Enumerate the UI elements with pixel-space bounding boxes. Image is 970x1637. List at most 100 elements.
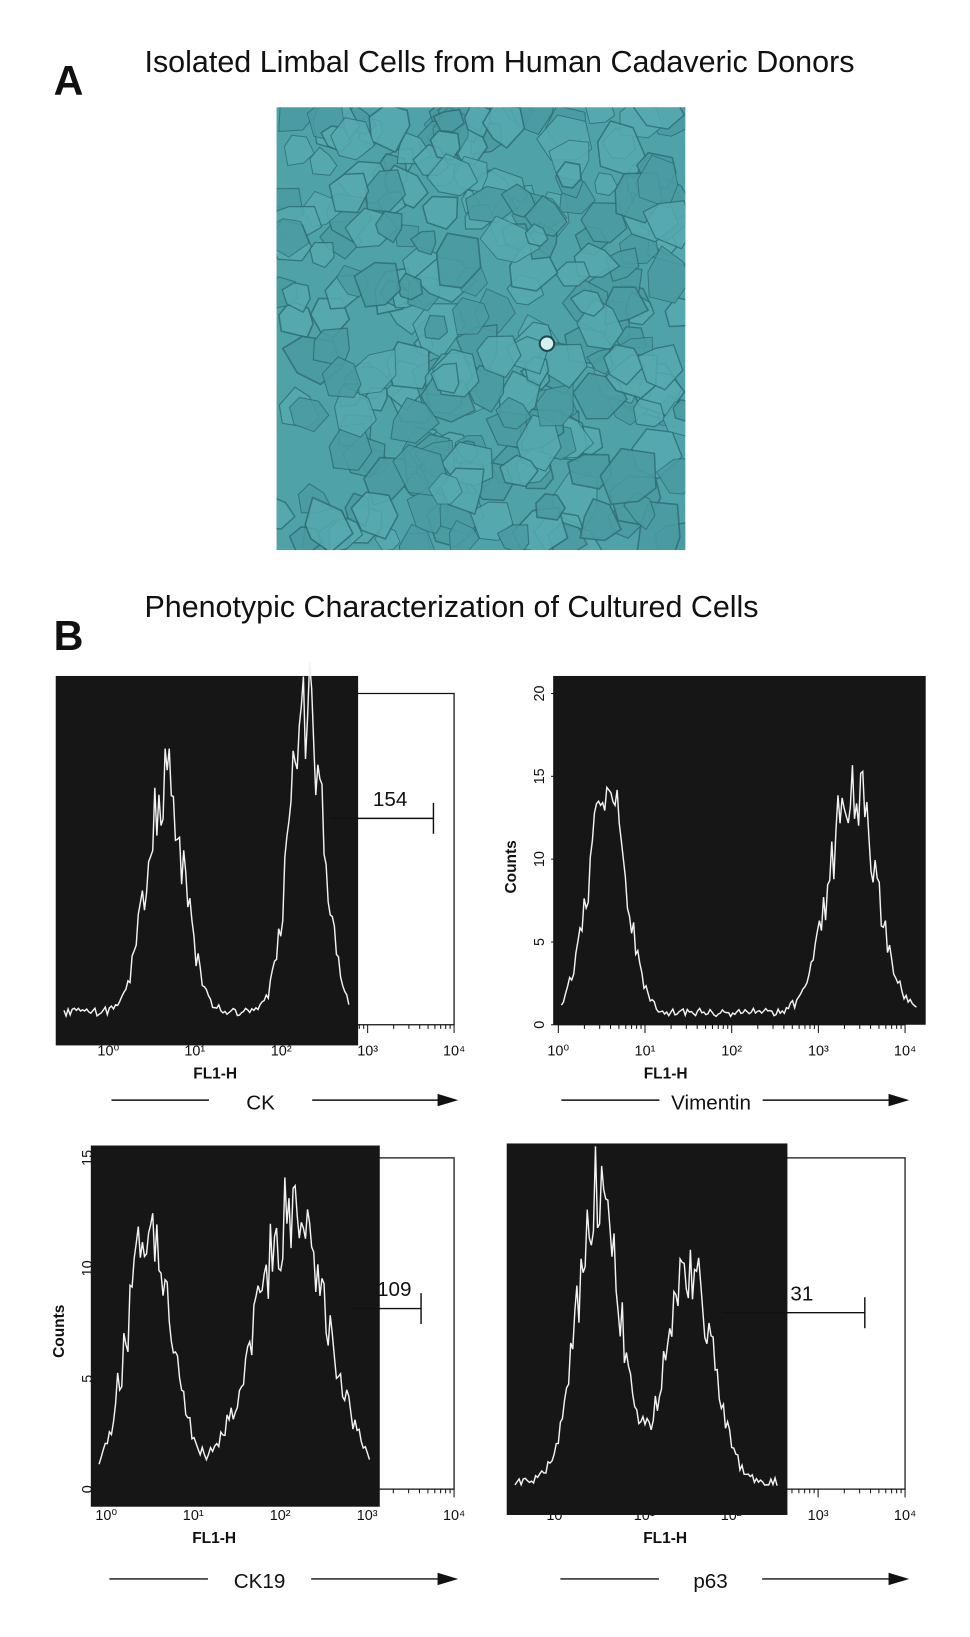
y-tick-label: 0 [80,1485,96,1493]
cell [637,344,684,391]
cell [569,289,605,317]
cell [368,107,411,154]
cell [350,491,399,540]
cell [672,399,686,422]
figure-body: A Isolated Limbal Cells from Human Cadav… [51,44,926,1593]
cell [555,161,582,189]
cell [334,384,377,438]
x-tick-label: 10⁴ [443,1508,465,1524]
cell [328,172,370,214]
cell [566,453,613,490]
histogram-image [90,1145,380,1507]
cell [304,496,354,551]
cell [664,296,686,328]
x-tick-label: 10⁴ [894,1508,916,1524]
cell [599,447,657,506]
cell-texture [276,107,686,551]
x-axis-label: FL1-H [193,1065,237,1082]
panel-title: Isolated Limbal Cells from Human Cadaver… [144,44,854,79]
cell [495,396,532,430]
y-tick-label: 0 [532,1021,548,1029]
cell [278,107,317,132]
cell [398,523,436,551]
marker-label: p63 [693,1570,727,1593]
histogram-image [506,1143,788,1515]
histogram-trace [98,1177,371,1465]
cell [330,117,376,161]
x-tick-label: 10³ [808,1044,829,1060]
x-axis-label: FL1-H [644,1065,688,1082]
cell [585,107,616,125]
marker-label: CK [246,1091,275,1114]
cell [428,472,463,505]
cell [309,242,335,269]
x-tick-label: 10⁴ [894,1044,916,1060]
cell [321,356,362,398]
cell [535,493,567,521]
panel-label: B [54,613,84,659]
y-tick-label: 10 [532,851,548,867]
cell [281,281,311,313]
x-tick-label: 10² [271,1044,292,1060]
histogram-panel: 10⁰ 10¹ 10² 10³ 10⁴ 0 5 10 15 20 FL1-H Counts Viment… [503,675,926,1114]
cell [538,335,556,352]
cell [594,172,619,196]
panel-label: A [54,58,84,104]
histogram-panel: 10⁰ 10¹ 10² 10³ 10⁴ FL1-H CK 154 [55,662,465,1114]
cell [496,524,530,551]
cell [276,218,310,258]
cell [479,215,541,263]
x-tick-label: 10¹ [635,1044,656,1060]
histogram-image [553,675,926,1025]
y-tick-label: 5 [532,938,548,946]
cell [409,230,437,256]
x-tick-label: 10⁰ [95,1508,117,1524]
cell [375,210,403,244]
histogram-trace [514,1146,778,1487]
cell [423,314,449,340]
x-tick-label: 10³ [808,1508,829,1524]
y-tick-label: 5 [80,1375,96,1383]
histograms: 10⁰ 10¹ 10² 10³ 10⁴ FL1-H CK 154 10⁰ 10¹ 10² 10³ 10⁴… [51,662,926,1593]
histogram-trace [560,765,917,1018]
y-tick-label: 20 [532,685,548,701]
cell [647,245,686,304]
cell [432,108,466,133]
x-tick-label: 10² [270,1508,291,1524]
arrow-head [437,1093,459,1107]
cell [500,183,538,218]
panel-title: Phenotypic Characterization of Cultured … [144,589,758,624]
cell [499,454,539,488]
x-tick-label: 10³ [357,1044,378,1060]
cell [435,232,482,289]
cell [309,146,338,176]
gate-value: 31 [790,1282,813,1305]
y-axis-label: Counts [51,1305,68,1358]
cell [579,497,623,542]
x-tick-label: 10¹ [183,1508,204,1524]
cell [426,153,479,197]
cell [421,195,459,230]
cell [655,458,686,495]
gate-value: 154 [373,788,407,811]
cell [283,134,315,167]
histogram-trace [63,662,350,1019]
cell [390,397,440,444]
gate-value: 109 [377,1278,411,1301]
cell [353,261,402,308]
cell [632,107,686,130]
marker-label: CK19 [234,1570,286,1593]
x-tick-label: 10³ [357,1508,378,1524]
histogram-image [55,675,359,1046]
x-tick-label: 10⁰ [547,1044,569,1060]
cell [481,107,526,149]
y-axis-label: Counts [503,840,520,893]
marker-label: Vimentin [671,1091,751,1114]
arrow-head [888,1572,910,1586]
cell [632,397,666,428]
x-tick-label: 10⁰ [97,1044,119,1060]
cell [476,335,522,379]
x-tick-label: 10⁴ [443,1044,465,1060]
